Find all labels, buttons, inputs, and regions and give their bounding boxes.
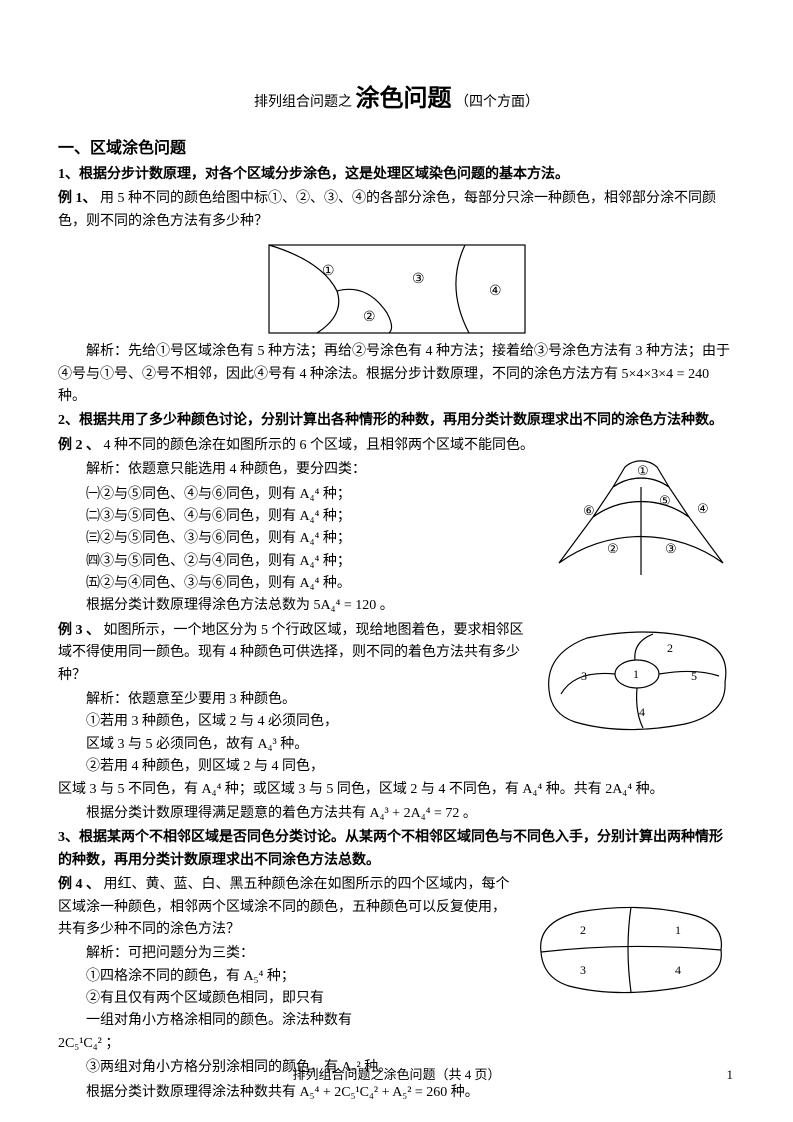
fig4-l3: 3 <box>580 963 586 977</box>
fig4-l2: 2 <box>580 923 586 937</box>
fig2-l5: ⑤ <box>659 493 671 508</box>
ex2-sum-expr: 5A₄⁴ = 120 <box>314 598 377 613</box>
ex1-label: 例 1、 <box>58 191 97 206</box>
fig1-l3: ③ <box>412 272 425 287</box>
fig3-l2: 2 <box>667 641 673 655</box>
ex4-label: 例 4 、 <box>58 877 100 892</box>
fig2-l3: ③ <box>665 541 677 556</box>
ex2-sum-suf: 。 <box>380 598 394 613</box>
rule-2: 2、根据共用了多少种颜色讨论，分别计算出各种情形的种数，再用分类计数原理求出不同… <box>58 410 735 432</box>
page-title: 排列组合问题之 涂色问题 （四个方面） <box>58 80 735 118</box>
ex2-sum: 根据分类计数原理得涂色方法总数为 5A₄⁴ = 120 。 <box>58 595 735 617</box>
fig2-l4: ④ <box>697 501 709 516</box>
ex2-sum-pre: 根据分类计数原理得涂色方法总数为 <box>86 598 310 613</box>
page: 排列组合问题之 涂色问题 （四个方面） 一、区域涂色问题 1、根据分步计数原理，… <box>0 0 793 1122</box>
ex4-l4: 一组对角小方格涂相同的颜色。涂法种数有 <box>86 1010 735 1032</box>
ex1-text: 用 5 种不同的颜色给图中标①、②、③、④的各部分涂色，每部分只涂一种颜色，相邻… <box>58 191 716 228</box>
fig4-l4: 4 <box>675 963 681 977</box>
ex3-cont: 区域 3 与 5 不同色，有 A₄⁴ 种；或区域 3 与 5 同色，区域 2 与… <box>58 779 735 801</box>
footer-text: 排列组合问题之涂色问题（共 4 页） <box>0 1065 793 1086</box>
title-suffix: （四个方面） <box>455 95 539 110</box>
ex3-l3: 区域 3 与 5 必须同色，故有 A₄³ 种。 <box>86 734 735 756</box>
fig2-l6: ⑥ <box>583 503 595 518</box>
rule-1: 1、根据分步计数原理，对各个区域分步涂色，这是处理区域染色问题的基本方法。 <box>58 164 735 186</box>
ex2-text: 4 种不同的颜色涂在如图所示的 6 个区域，且相邻两个区域不能同色。 <box>104 438 535 453</box>
fig1: ① ② ③ ④ <box>58 243 735 335</box>
rule-3: 3、根据某两个不相邻区域是否同色分类讨论。从某两个不相邻区域同色与不同色入手，分… <box>58 827 735 872</box>
ex3-label: 例 3 、 <box>58 623 100 638</box>
fig3: 1 2 3 4 5 <box>535 624 735 736</box>
fig4-l1: 1 <box>675 923 681 937</box>
ex3-sum: 根据分类计数原理得满足题意的着色方法共有 A₄³ + 2A₄⁴ = 72 。 <box>58 803 735 825</box>
ex3-block: 1 2 3 4 5 例 3 、 如图所示，一个地区分为 5 个行政区域，现给地图… <box>58 620 735 828</box>
ex1-ans-suf: 种。 <box>58 389 86 404</box>
ex3-l4: ②若用 4 种颜色，则区域 2 与 4 同色， <box>86 756 735 778</box>
ex4-mid: 2C₅¹C₄² ； <box>58 1033 735 1055</box>
fig3-l4: 4 <box>639 705 645 719</box>
ex1-answer: 解析：先给①号区域涂色有 5 种方法；再给②号涂色有 4 种方法；接着给③号涂色… <box>58 341 735 408</box>
ex4-text: 用红、黄、蓝、白、黑五种颜色涂在如图所示的四个区域内，每个区域涂一种颜色，相邻两… <box>58 877 510 937</box>
ex1: 例 1、 用 5 种不同的颜色给图中标①、②、③、④的各部分涂色，每部分只涂一种… <box>58 188 735 233</box>
section-heading-1: 一、区域涂色问题 <box>58 136 735 162</box>
fig1-l4: ④ <box>489 284 502 299</box>
ex3-text: 如图所示，一个地区分为 5 个行政区域，现给地图着色，要求相邻区域不得使用同一颜… <box>58 623 524 683</box>
page-number: 1 <box>727 1065 734 1086</box>
fig2-l2: ② <box>607 541 619 556</box>
fig4: 1 2 3 4 <box>525 898 735 998</box>
fig2-l1: ① <box>637 463 649 478</box>
fig2: ① ② ③ ④ ⑤ ⑥ <box>547 453 735 583</box>
fig1-l2: ② <box>363 310 376 325</box>
ex2-block: ① ② ③ ④ ⑤ ⑥ 例 2 、 4 种不同的颜色涂在如图所示的 6 个区域，… <box>58 435 735 620</box>
ex1-formula: 5×4×3×4 = 240 <box>622 367 710 382</box>
ex2-label: 例 2 、 <box>58 438 100 453</box>
fig3-l1: 1 <box>633 667 639 681</box>
title-pre: 排列组合问题之 <box>254 95 352 110</box>
fig3-l5: 5 <box>691 669 697 683</box>
title-main: 涂色问题 <box>356 86 452 112</box>
fig1-l1: ① <box>322 264 335 279</box>
fig3-l3: 3 <box>581 669 587 683</box>
